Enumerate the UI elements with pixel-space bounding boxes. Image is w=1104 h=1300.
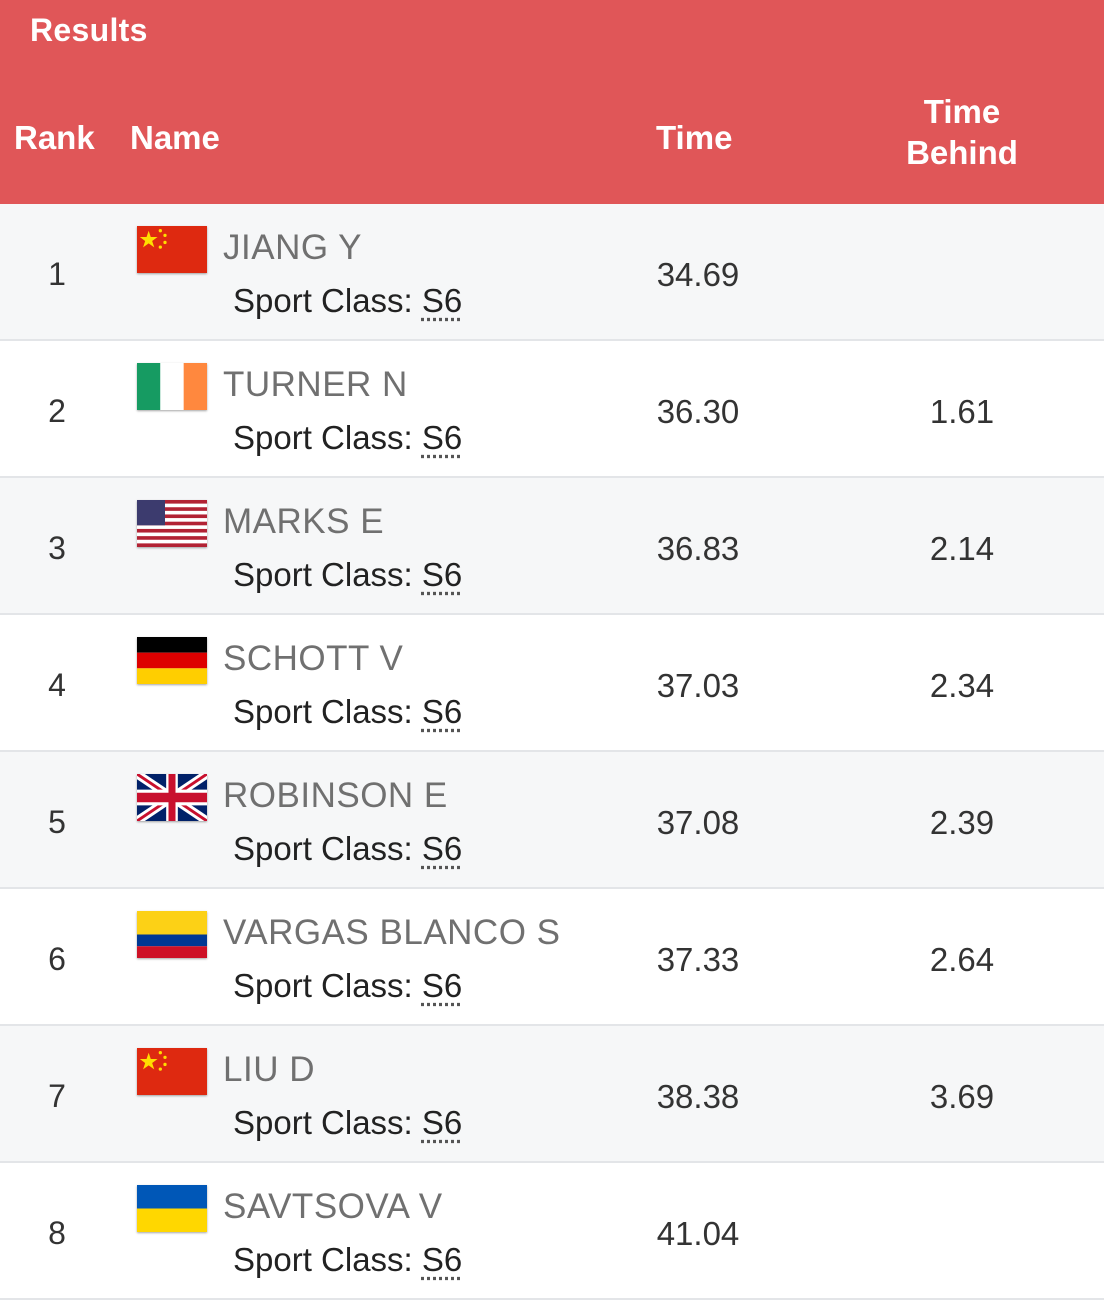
- rank-cell: 7: [48, 1078, 66, 1114]
- sport-class-info: Sport Class: S6: [233, 967, 462, 1005]
- sport-class-value[interactable]: S6: [421, 419, 463, 456]
- rank-cell: 8: [48, 1215, 66, 1251]
- sport-class-info: Sport Class: S6: [233, 693, 462, 731]
- rank-cell: 2: [48, 393, 66, 429]
- table-row[interactable]: 6 VARGAS BLANCO S Sport Class: S6 37.33 …: [0, 889, 1104, 1026]
- column-header-time[interactable]: Time: [656, 119, 733, 156]
- time-cell: 41.04: [656, 1215, 740, 1252]
- sport-class-value[interactable]: S6: [421, 693, 463, 730]
- time-cell: 37.08: [656, 804, 740, 841]
- china-flag-icon: [137, 226, 207, 273]
- time-behind-cell: 3.69: [929, 1078, 995, 1115]
- table-row[interactable]: 7 LIU D Sport Class: S6 38.38 3.69: [0, 1026, 1104, 1163]
- sport-class-value[interactable]: S6: [421, 1104, 463, 1141]
- table-row[interactable]: 4 SCHOTT V Sport Class: S6 37.03 2.34: [0, 615, 1104, 752]
- time-cell: 38.38: [656, 1078, 740, 1115]
- sport-class-value[interactable]: S6: [421, 830, 463, 867]
- table-row[interactable]: 2 TURNER N Sport Class: S6 36.30 1.61: [0, 341, 1104, 478]
- results-title: Results: [30, 12, 148, 48]
- rank-cell: 3: [48, 530, 66, 566]
- athlete-name-link[interactable]: ROBINSON E: [223, 776, 448, 815]
- ireland-flag-icon: [137, 363, 207, 410]
- sport-class-label: Sport Class:: [233, 830, 413, 867]
- sport-class-value[interactable]: S6: [421, 556, 463, 593]
- ukraine-flag-icon: [137, 1185, 207, 1232]
- results-table: 1 JIANG Y Sport Class: S6 34.69 2 TURNER…: [0, 204, 1104, 1300]
- column-header-time-behind[interactable]: Time Behind: [906, 93, 1018, 171]
- results-header: Results Rank Name Time Time Behind: [0, 0, 1104, 204]
- sport-class-label: Sport Class:: [233, 967, 413, 1004]
- time-cell: 36.83: [656, 530, 740, 567]
- sport-class-label: Sport Class:: [233, 1241, 413, 1278]
- sport-class-label: Sport Class:: [233, 1104, 413, 1141]
- rank-cell: 6: [48, 941, 66, 977]
- china-flag-icon: [137, 1048, 207, 1095]
- table-row[interactable]: 3 MARKS E Sport Class: S6 36.83 2.14: [0, 478, 1104, 615]
- time-behind-cell: 2.14: [929, 530, 995, 567]
- sport-class-label: Sport Class:: [233, 556, 413, 593]
- germany-flag-icon: [137, 637, 207, 684]
- sport-class-info: Sport Class: S6: [233, 282, 462, 320]
- sport-class-info: Sport Class: S6: [233, 556, 462, 594]
- athlete-name-link[interactable]: VARGAS BLANCO S: [223, 913, 561, 952]
- sport-class-info: Sport Class: S6: [233, 1104, 462, 1142]
- table-row[interactable]: 1 JIANG Y Sport Class: S6 34.69: [0, 204, 1104, 341]
- athlete-name-link[interactable]: MARKS E: [223, 502, 385, 541]
- sport-class-value[interactable]: S6: [421, 967, 463, 1004]
- column-header-name[interactable]: Name: [130, 119, 220, 156]
- time-cell: 37.33: [656, 941, 740, 978]
- sport-class-info: Sport Class: S6: [233, 419, 462, 457]
- time-behind-cell: 2.39: [929, 804, 995, 841]
- time-cell: 34.69: [656, 256, 740, 293]
- table-row[interactable]: 5 ROBINSON E Sport Class: S6 37.08 2.39: [0, 752, 1104, 889]
- time-cell: 37.03: [656, 667, 740, 704]
- table-row[interactable]: 8 SAVTSOVA V Sport Class: S6 41.04: [0, 1163, 1104, 1300]
- sport-class-value[interactable]: S6: [421, 1241, 463, 1278]
- usa-flag-icon: [137, 500, 207, 547]
- rank-cell: 5: [48, 804, 66, 840]
- athlete-name-link[interactable]: LIU D: [223, 1050, 315, 1089]
- athlete-name-link[interactable]: TURNER N: [223, 365, 408, 404]
- time-cell: 36.30: [656, 393, 740, 430]
- sport-class-label: Sport Class:: [233, 282, 413, 319]
- sport-class-info: Sport Class: S6: [233, 830, 462, 868]
- sport-class-value[interactable]: S6: [421, 282, 463, 319]
- athlete-name-link[interactable]: JIANG Y: [223, 228, 363, 267]
- time-behind-cell: 2.64: [929, 941, 995, 978]
- athlete-name-link[interactable]: SCHOTT V: [223, 639, 404, 678]
- sport-class-label: Sport Class:: [233, 419, 413, 456]
- time-behind-cell: 2.34: [929, 667, 995, 704]
- sport-class-label: Sport Class:: [233, 693, 413, 730]
- rank-cell: 4: [48, 667, 66, 703]
- column-header-rank[interactable]: Rank: [14, 119, 95, 156]
- athlete-name-link[interactable]: SAVTSOVA V: [223, 1187, 443, 1226]
- rank-cell: 1: [48, 256, 66, 292]
- sport-class-info: Sport Class: S6: [233, 1241, 462, 1279]
- great-britain-flag-icon: [137, 774, 207, 821]
- colombia-flag-icon: [137, 911, 207, 958]
- time-behind-cell: 1.61: [929, 393, 995, 430]
